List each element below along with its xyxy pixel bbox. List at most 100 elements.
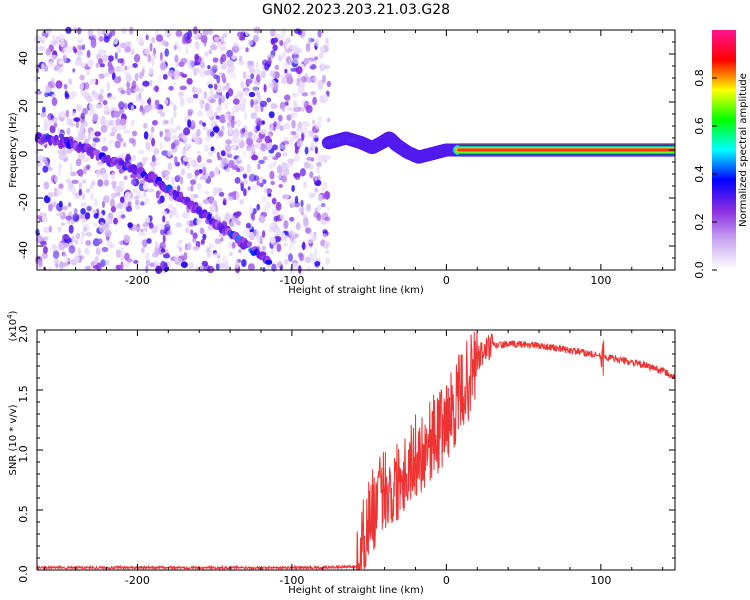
noise-speckle bbox=[204, 51, 209, 58]
noise-speckle bbox=[190, 184, 194, 192]
noise-speckle bbox=[145, 141, 151, 150]
noise-speckle bbox=[171, 206, 177, 216]
noise-speckle bbox=[147, 188, 155, 193]
noise-speckle bbox=[160, 210, 168, 217]
noise-speckle bbox=[148, 222, 154, 229]
noise-speckle bbox=[305, 203, 312, 212]
noise-speckle bbox=[272, 144, 278, 151]
noise-speckle bbox=[273, 235, 282, 243]
noise-speckle bbox=[295, 222, 301, 231]
noise-speckle bbox=[202, 29, 209, 36]
noise-speckle bbox=[314, 261, 321, 266]
noise-speckle bbox=[303, 161, 310, 169]
noise-speckle bbox=[294, 112, 298, 118]
noise-speckle bbox=[284, 252, 290, 258]
snr-x-label: Height of straight line (km) bbox=[288, 585, 424, 596]
snr-panel: -200 -100 0 100 0.0 0.5 1.0 1.5 2.0 Height of s… bbox=[6, 310, 676, 596]
noise-speckle bbox=[145, 252, 150, 261]
noise-speckle bbox=[165, 252, 170, 258]
noise-speckle bbox=[163, 120, 169, 125]
noise-speckle bbox=[159, 142, 163, 150]
noise-speckle bbox=[45, 48, 52, 56]
noise-speckle bbox=[215, 204, 218, 213]
noise-speckle bbox=[82, 44, 86, 51]
noise-speckle bbox=[284, 94, 291, 101]
noise-speckle bbox=[47, 266, 52, 273]
carrier-band bbox=[458, 148, 675, 152]
noise-speckle bbox=[44, 160, 49, 166]
noise-speckle bbox=[98, 93, 104, 103]
noise-speckle bbox=[100, 49, 107, 55]
noise-speckle bbox=[219, 85, 225, 93]
spectrogram-y-ticks: -40 -20 0 20 40 bbox=[17, 29, 675, 271]
noise-speckle bbox=[139, 104, 144, 112]
noise-speckle bbox=[253, 229, 259, 238]
noise-speckle bbox=[297, 29, 303, 36]
noise-speckle bbox=[188, 143, 192, 149]
noise-speckle bbox=[285, 73, 292, 80]
noise-speckle bbox=[86, 205, 92, 212]
noise-speckle bbox=[306, 156, 312, 161]
noise-speckle bbox=[126, 75, 132, 82]
noise-speckle bbox=[131, 80, 137, 90]
noise-speckle bbox=[272, 37, 278, 43]
noise-speckle bbox=[191, 119, 195, 127]
noise-speckle bbox=[160, 248, 166, 253]
noise-speckle bbox=[326, 118, 331, 122]
noise-speckle bbox=[136, 36, 144, 43]
noise-speckle bbox=[282, 144, 286, 151]
noise-speckle bbox=[93, 222, 98, 228]
noise-speckle bbox=[113, 265, 117, 272]
noise-speckle bbox=[34, 90, 42, 95]
noise-speckle bbox=[304, 256, 312, 264]
noise-speckle bbox=[191, 86, 197, 93]
noise-speckle bbox=[87, 59, 94, 68]
noise-speckle bbox=[77, 44, 83, 50]
noise-speckle bbox=[87, 133, 91, 141]
noise-speckle bbox=[153, 259, 158, 267]
noise-speckle bbox=[322, 233, 328, 238]
noise-speckle bbox=[142, 80, 150, 87]
noise-speckle bbox=[142, 222, 149, 228]
noise-speckle bbox=[227, 161, 234, 168]
noise-speckle bbox=[113, 76, 121, 84]
x-tick-label: 100 bbox=[590, 574, 611, 587]
noise-speckle bbox=[210, 131, 215, 137]
noise-speckle bbox=[176, 185, 181, 192]
noise-speckle bbox=[55, 80, 63, 89]
noise-speckle bbox=[186, 96, 194, 104]
noise-speckle bbox=[167, 150, 172, 157]
noise-speckle bbox=[219, 46, 227, 52]
noise-speckle bbox=[144, 48, 151, 54]
noise-speckle bbox=[224, 102, 229, 109]
noise-speckle bbox=[197, 155, 202, 163]
noise-speckle bbox=[326, 206, 331, 212]
y-tick-label: 20 bbox=[17, 99, 30, 113]
noise-speckle bbox=[109, 29, 116, 37]
noise-speckle bbox=[75, 158, 82, 167]
noise-speckle bbox=[231, 55, 237, 60]
noise-speckle bbox=[207, 151, 214, 157]
noise-speckle bbox=[143, 122, 148, 129]
noise-speckle bbox=[99, 221, 105, 229]
noise-speckle bbox=[103, 179, 109, 187]
noise-speckle bbox=[175, 174, 182, 181]
x-tick-label: -100 bbox=[279, 574, 304, 587]
noise-speckle bbox=[215, 262, 220, 271]
noise-speckle bbox=[71, 110, 77, 117]
snr-y-ticks: 0.0 0.5 1.0 1.5 2.0 bbox=[17, 325, 675, 583]
spectrogram-features bbox=[34, 131, 675, 265]
noise-speckle bbox=[115, 264, 122, 270]
noise-speckle bbox=[123, 129, 131, 134]
noise-speckle bbox=[103, 195, 110, 204]
noise-speckle bbox=[214, 112, 218, 117]
noise-speckle bbox=[320, 202, 326, 208]
noise-speckle bbox=[201, 56, 206, 62]
noise-speckle bbox=[54, 64, 61, 70]
y-tick-label: 40 bbox=[17, 51, 30, 65]
noise-speckle bbox=[115, 249, 122, 258]
noise-speckle bbox=[50, 54, 58, 61]
noise-speckle bbox=[314, 137, 319, 142]
noise-speckle bbox=[167, 229, 173, 236]
noise-speckle bbox=[56, 212, 64, 217]
